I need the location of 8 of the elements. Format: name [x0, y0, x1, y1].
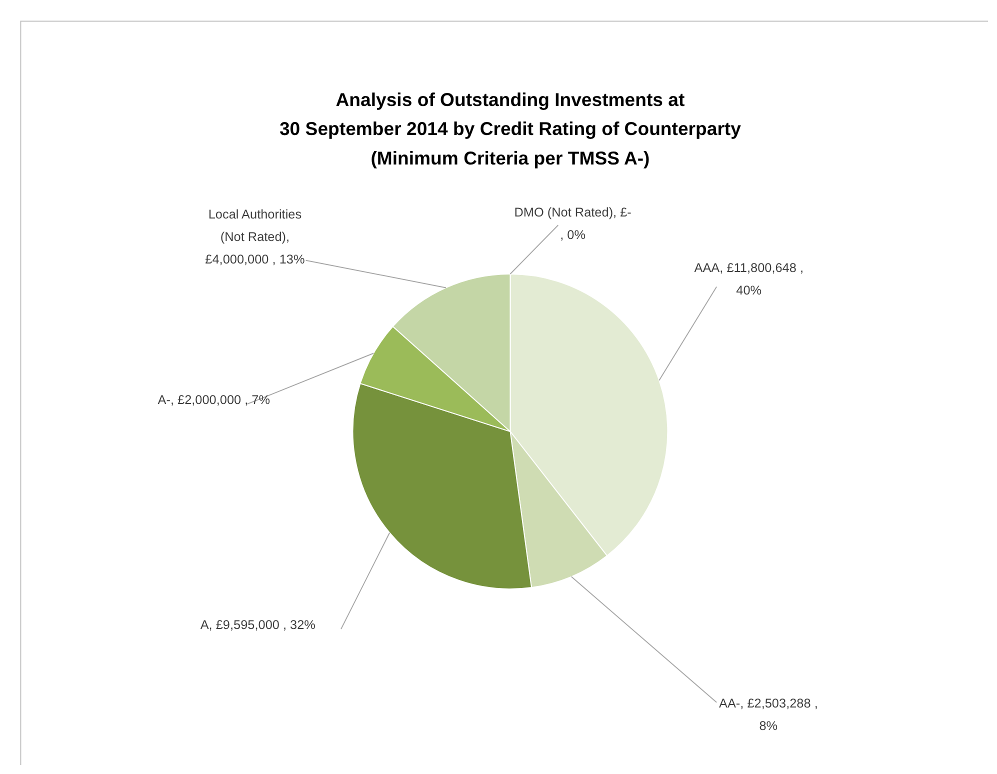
- slice-label: AAA, £11,800,648 , 40%: [694, 260, 804, 298]
- slice-label: AA-, £2,503,288 , 8%: [718, 695, 818, 733]
- category-label: DMO (Not Rated), £-: [514, 204, 632, 220]
- text: , 0%: [560, 226, 586, 242]
- slice-label: Local Authorities (Not Rated), £4,000,000 , 13%: [205, 206, 305, 266]
- slice-label: A, £9,595,000 , 32%: [200, 617, 316, 632]
- chart-title: Analysis of Outstanding Investments at 30 September 2014 by Credit Rating of Counterparty (Minimum Criteria per TMSS A-): [279, 88, 742, 168]
- slice-label: A-, £2,000,000 , 7%: [158, 392, 270, 408]
